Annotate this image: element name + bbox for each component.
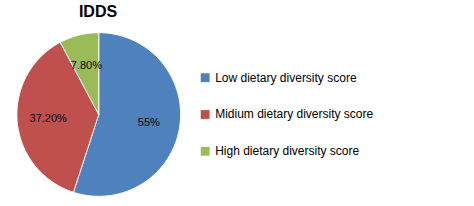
svg-text:37.20%: 37.20% [30,112,68,124]
svg-text:Midium dietary diversity score: Midium dietary diversity score [215,107,373,121]
svg-text:55%: 55% [138,116,160,128]
html-text:IDDS: IDDS [78,3,118,20]
svg-text:High dietary diversity score: High dietary diversity score [215,144,359,158]
svg-text:7.80%: 7.80% [71,59,102,71]
svg-text:Low dietary diversity score: Low dietary diversity score [215,71,357,85]
